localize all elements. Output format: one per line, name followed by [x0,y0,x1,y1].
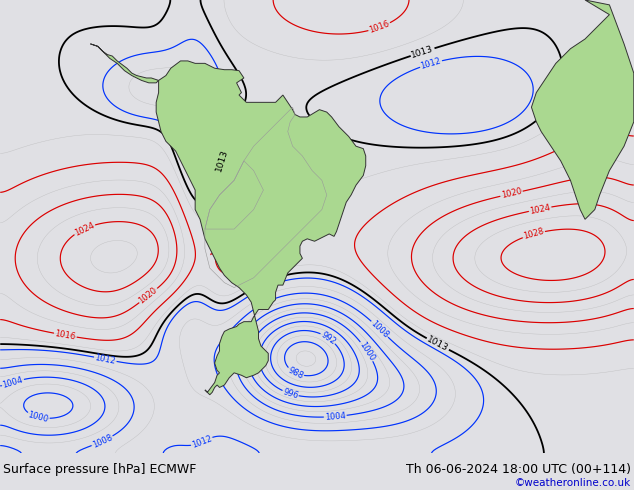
Text: 1016: 1016 [54,329,77,342]
Text: Surface pressure [hPa] ECMWF: Surface pressure [hPa] ECMWF [3,463,197,476]
Text: ©weatheronline.co.uk: ©weatheronline.co.uk [515,478,631,488]
Text: 996: 996 [282,387,300,400]
Text: 1000: 1000 [358,340,377,363]
Text: 1004: 1004 [1,375,24,390]
Text: 1004: 1004 [325,411,346,422]
Text: 1028: 1028 [522,227,545,241]
Text: 1020: 1020 [137,286,159,306]
Text: 1008: 1008 [369,318,391,340]
Text: 1013: 1013 [425,335,450,353]
Text: 1016: 1016 [368,20,391,35]
Text: 992: 992 [319,330,337,346]
PathPatch shape [531,0,634,220]
PathPatch shape [91,44,158,83]
Text: 1013: 1013 [214,148,230,173]
Text: 1024: 1024 [529,203,552,216]
Text: 1008: 1008 [91,433,113,450]
PathPatch shape [156,61,366,395]
Text: 988: 988 [287,366,305,381]
Text: 1013: 1013 [410,44,435,60]
Text: 1012: 1012 [210,129,222,151]
Text: 1012: 1012 [190,434,213,450]
Text: 1016: 1016 [210,236,226,259]
Text: 1016: 1016 [555,137,579,154]
Text: 1012: 1012 [94,353,117,366]
Text: 1000: 1000 [27,410,49,424]
Text: 1020: 1020 [500,187,523,200]
Text: 1024: 1024 [73,220,96,238]
Text: Th 06-06-2024 18:00 UTC (00+114): Th 06-06-2024 18:00 UTC (00+114) [406,463,631,476]
Text: 1012: 1012 [420,56,443,71]
